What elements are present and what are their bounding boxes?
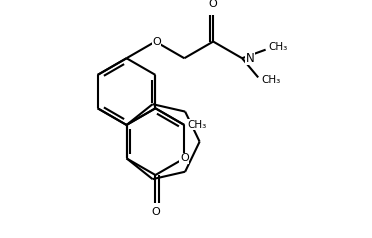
Text: O: O (152, 37, 161, 47)
Text: CH₃: CH₃ (269, 42, 288, 52)
Text: O: O (151, 207, 160, 217)
Text: CH₃: CH₃ (261, 75, 280, 85)
Text: N: N (246, 52, 254, 65)
Text: CH₃: CH₃ (187, 120, 206, 130)
Text: O: O (180, 153, 189, 163)
Text: O: O (209, 0, 218, 9)
